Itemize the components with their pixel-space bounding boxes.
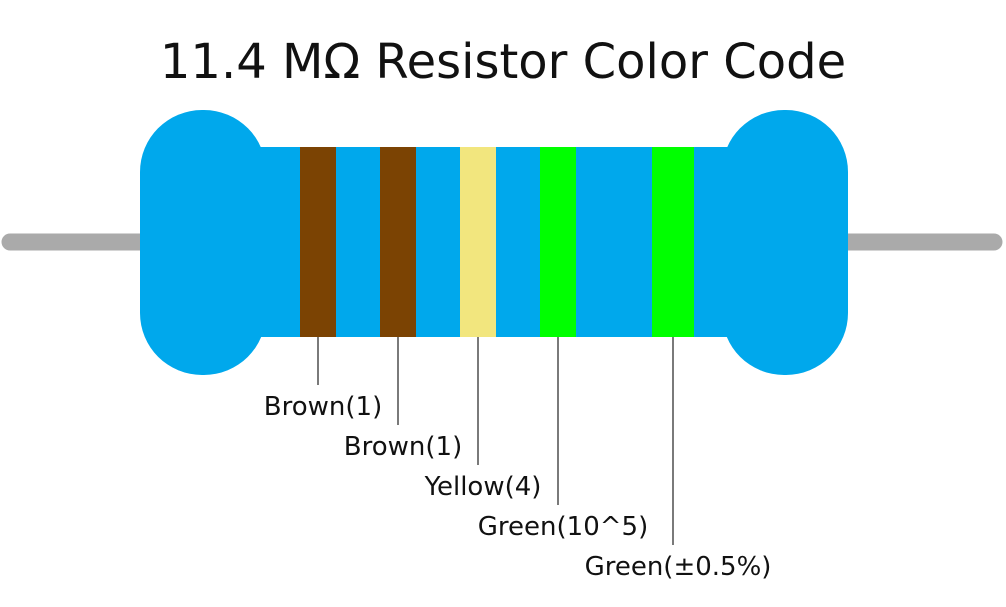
band-label: Green(±0.5%) bbox=[585, 552, 772, 582]
band bbox=[540, 147, 576, 337]
band bbox=[652, 147, 694, 337]
title: 11.4 MΩ Resistor Color Code bbox=[160, 34, 846, 90]
band-label: Brown(1) bbox=[344, 432, 462, 462]
band-label: Yellow(4) bbox=[424, 472, 542, 502]
bands: Brown(1) Brown(1) Yellow(4) Green(10^5) Gree… bbox=[264, 147, 772, 582]
band bbox=[300, 147, 336, 337]
band bbox=[460, 147, 496, 337]
band-label: Brown(1) bbox=[264, 392, 382, 422]
band-label: Green(10^5) bbox=[478, 512, 648, 542]
band bbox=[380, 147, 416, 337]
